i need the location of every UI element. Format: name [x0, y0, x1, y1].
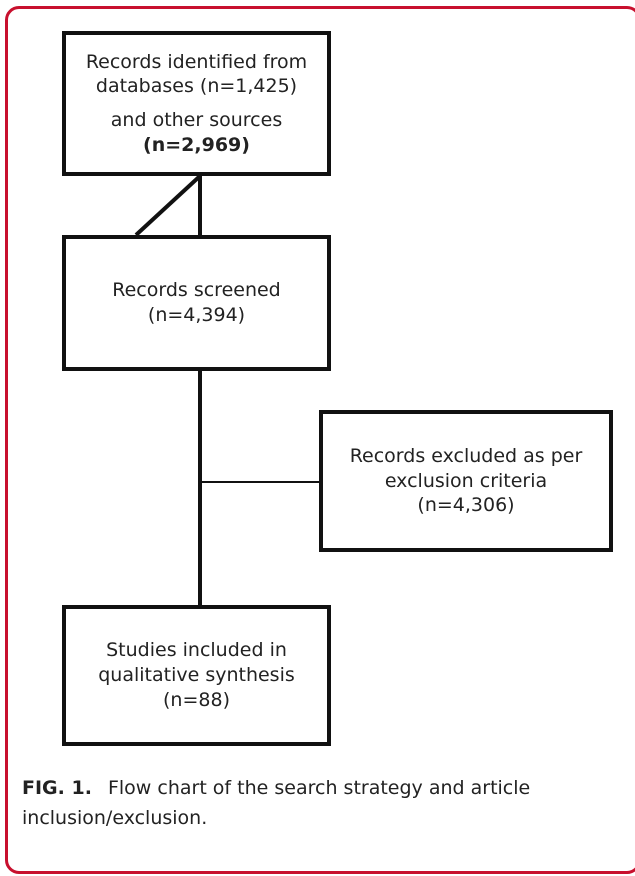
records-excluded-line3: (n=4,306) — [417, 494, 515, 517]
records-excluded-line2: exclusion criteria — [384, 469, 548, 492]
records-identified-line3: and other sources — [110, 109, 283, 131]
records-identified-line4: (n=2,969) — [143, 133, 250, 156]
records-screened-line1: Records screened — [112, 279, 281, 302]
figure-caption-text: Flow chart of the search strategy and ar… — [22, 777, 531, 830]
studies-included-line3: (n=88) — [163, 688, 230, 711]
records-screened-line2: (n=4,394) — [147, 304, 246, 326]
records-excluded-line1: Records excluded as per — [349, 444, 583, 467]
studies-included-line2: qualitative synthesis — [98, 664, 295, 687]
records-identified-box: Records identified from databases (n=1,4… — [62, 31, 331, 176]
records-identified-line2: databases (n=1,425) — [95, 75, 298, 98]
records-identified-line1: Records identified from — [85, 50, 308, 73]
studies-included-line1: Studies included in — [106, 639, 287, 662]
figure-label: FIG. 1. — [22, 777, 92, 799]
figure-frame — [5, 6, 635, 874]
connector-diagonal — [134, 174, 202, 237]
records-screened-box: Records screened (n=4,394) — [62, 235, 331, 371]
studies-included-box: Studies included in qualitative synthesi… — [62, 605, 331, 746]
figure-caption: FIG. 1. Flow chart of the search strateg… — [22, 773, 612, 834]
records-excluded-box: Records excluded as per exclusion criter… — [319, 410, 613, 552]
